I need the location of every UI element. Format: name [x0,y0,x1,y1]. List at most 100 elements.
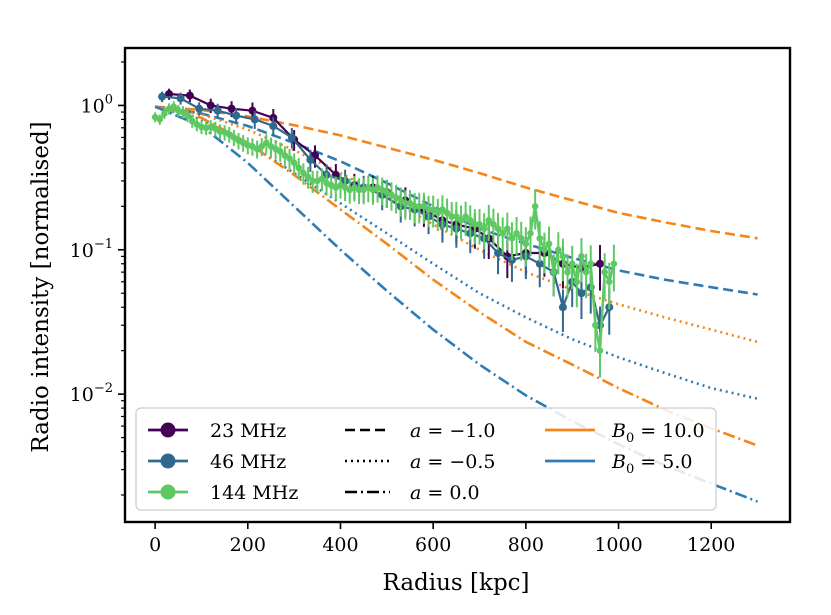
data-point [286,155,293,162]
data-point [485,217,493,224]
data-point [443,209,451,217]
data-point [309,177,316,185]
legend-label: 46 MHz [210,451,286,473]
data-point [439,206,446,213]
data-point [402,199,409,207]
data-point [232,111,241,120]
data-point [527,230,534,237]
data-series-2 [151,101,618,378]
data-point [158,92,167,101]
data-point [184,112,191,119]
legend-marker [160,422,176,438]
data-point [306,155,315,164]
data-point [471,221,479,228]
data-point [263,139,270,147]
data-point [425,206,432,213]
data-point [415,203,423,210]
data-point [596,259,604,268]
data-point [165,90,174,99]
data-point [513,230,520,237]
x-tick-label: 1200 [687,534,735,556]
data-point [195,104,204,113]
data-point [499,230,506,237]
data-point [227,104,236,113]
data-point [230,134,238,141]
legend-marker [160,453,176,469]
x-tick-label: 400 [322,534,358,556]
data-point [206,101,215,110]
data-point [494,225,502,232]
x-tick-label: 0 [149,534,161,556]
data-point [601,268,608,276]
data-point [568,260,576,268]
y-tick-label: 10−1 [70,237,113,262]
data-point [550,268,557,276]
data-point [545,240,553,248]
plot-area [151,88,759,503]
data-point [494,248,503,257]
data-point [448,213,456,220]
axes: 0 200 400 600 800 1000 1200 100 10−1 10−2 [70,46,792,556]
data-point [188,117,196,125]
model-line-3 [154,105,758,400]
data-point [480,225,488,232]
data-point [573,278,581,286]
data-point [179,108,187,116]
data-point [582,268,590,276]
series-line-2 [154,105,616,351]
data-point [300,169,307,177]
y-tick-label: 10−2 [70,381,113,406]
data-point [605,278,613,286]
legend-label: B0 = 10.0 [611,420,705,446]
data-point [213,106,222,115]
data-point [522,240,530,248]
data-point [161,110,168,117]
plot-series-group [151,88,759,503]
data-point [420,203,428,210]
data-point [587,260,595,268]
data-point [290,159,298,167]
data-point [564,268,571,276]
data-point [276,148,284,155]
data-point [504,225,511,232]
x-axis-label: Radius [kpc] [382,570,529,596]
data-point [355,186,363,194]
data-point [295,164,303,172]
data-point [304,173,312,181]
y-tick-label: 100 [81,92,113,117]
data-point [411,203,418,210]
legend-label: a = −1.0 [410,420,495,442]
data-point [185,91,194,100]
data-point [476,221,483,228]
legend-label: a = −0.5 [410,451,495,473]
data-point [531,203,539,210]
legend-marker [160,484,176,500]
data-point [559,253,567,260]
legend-label: a = 0.0 [410,482,480,504]
x-tick-label: 1000 [594,534,642,556]
data-point [535,259,544,268]
model-line-1 [154,105,758,296]
data-point [176,94,185,103]
x-tick-label: 800 [508,534,544,556]
data-point [536,235,544,242]
data-point [457,217,465,224]
data-point [287,133,296,142]
data-point [434,209,442,217]
data-point [156,116,164,123]
data-point [558,303,567,312]
data-point [541,246,548,254]
x-tick-label: 600 [415,534,451,556]
data-point [250,115,259,124]
data-point [170,103,177,111]
data-point [269,122,278,131]
model-line-4 [154,105,759,447]
data-point [508,235,516,242]
legend-label: B0 = 5.0 [611,451,692,477]
plot-frame [123,46,792,524]
legend-label: 23 MHz [210,420,286,442]
data-point [577,289,586,298]
data-point [592,321,599,329]
data-point [429,206,437,213]
